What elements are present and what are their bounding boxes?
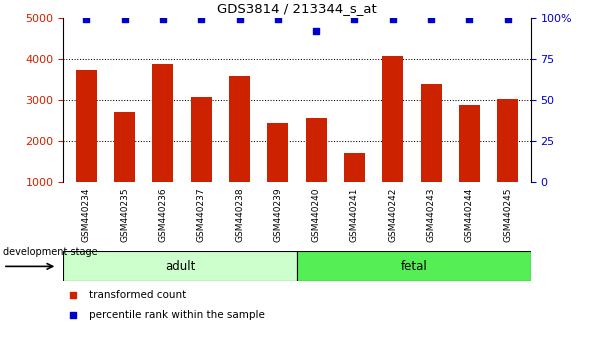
Bar bbox=[191, 97, 212, 182]
Bar bbox=[459, 105, 480, 182]
Point bbox=[464, 17, 474, 22]
Point bbox=[503, 17, 513, 22]
Text: GSM440243: GSM440243 bbox=[426, 188, 435, 242]
Point bbox=[235, 17, 244, 22]
Bar bbox=[497, 99, 518, 182]
Text: development stage: development stage bbox=[3, 247, 98, 257]
Point bbox=[311, 28, 321, 34]
Text: GSM440235: GSM440235 bbox=[120, 188, 129, 242]
Text: GSM440239: GSM440239 bbox=[273, 188, 282, 242]
Bar bbox=[153, 64, 174, 182]
Text: GSM440245: GSM440245 bbox=[503, 188, 512, 242]
Text: GSM440238: GSM440238 bbox=[235, 188, 244, 242]
Bar bbox=[420, 84, 441, 182]
Point bbox=[81, 17, 91, 22]
Point bbox=[377, 178, 387, 183]
Bar bbox=[306, 118, 327, 182]
Text: GSM440242: GSM440242 bbox=[388, 188, 397, 242]
Text: GSM440234: GSM440234 bbox=[82, 188, 91, 242]
Point bbox=[273, 17, 283, 22]
Title: GDS3814 / 213344_s_at: GDS3814 / 213344_s_at bbox=[217, 2, 377, 15]
Text: GSM440241: GSM440241 bbox=[350, 188, 359, 242]
Point bbox=[197, 17, 206, 22]
Point bbox=[426, 17, 436, 22]
Bar bbox=[267, 122, 288, 182]
Text: GSM440237: GSM440237 bbox=[197, 188, 206, 242]
Bar bbox=[382, 56, 403, 182]
Text: GSM440244: GSM440244 bbox=[465, 188, 474, 242]
Bar bbox=[229, 76, 250, 182]
Point bbox=[158, 17, 168, 22]
Bar bbox=[63, 251, 297, 281]
Text: GSM440236: GSM440236 bbox=[159, 188, 168, 242]
Bar bbox=[297, 251, 531, 281]
Text: fetal: fetal bbox=[400, 260, 427, 273]
Point bbox=[350, 17, 359, 22]
Bar bbox=[344, 153, 365, 182]
Text: adult: adult bbox=[165, 260, 195, 273]
Text: transformed count: transformed count bbox=[89, 290, 186, 300]
Text: GSM440240: GSM440240 bbox=[312, 188, 321, 242]
Text: percentile rank within the sample: percentile rank within the sample bbox=[89, 310, 265, 320]
Point bbox=[388, 17, 397, 22]
Point bbox=[120, 17, 130, 22]
Bar bbox=[76, 70, 97, 182]
Bar bbox=[114, 112, 135, 182]
